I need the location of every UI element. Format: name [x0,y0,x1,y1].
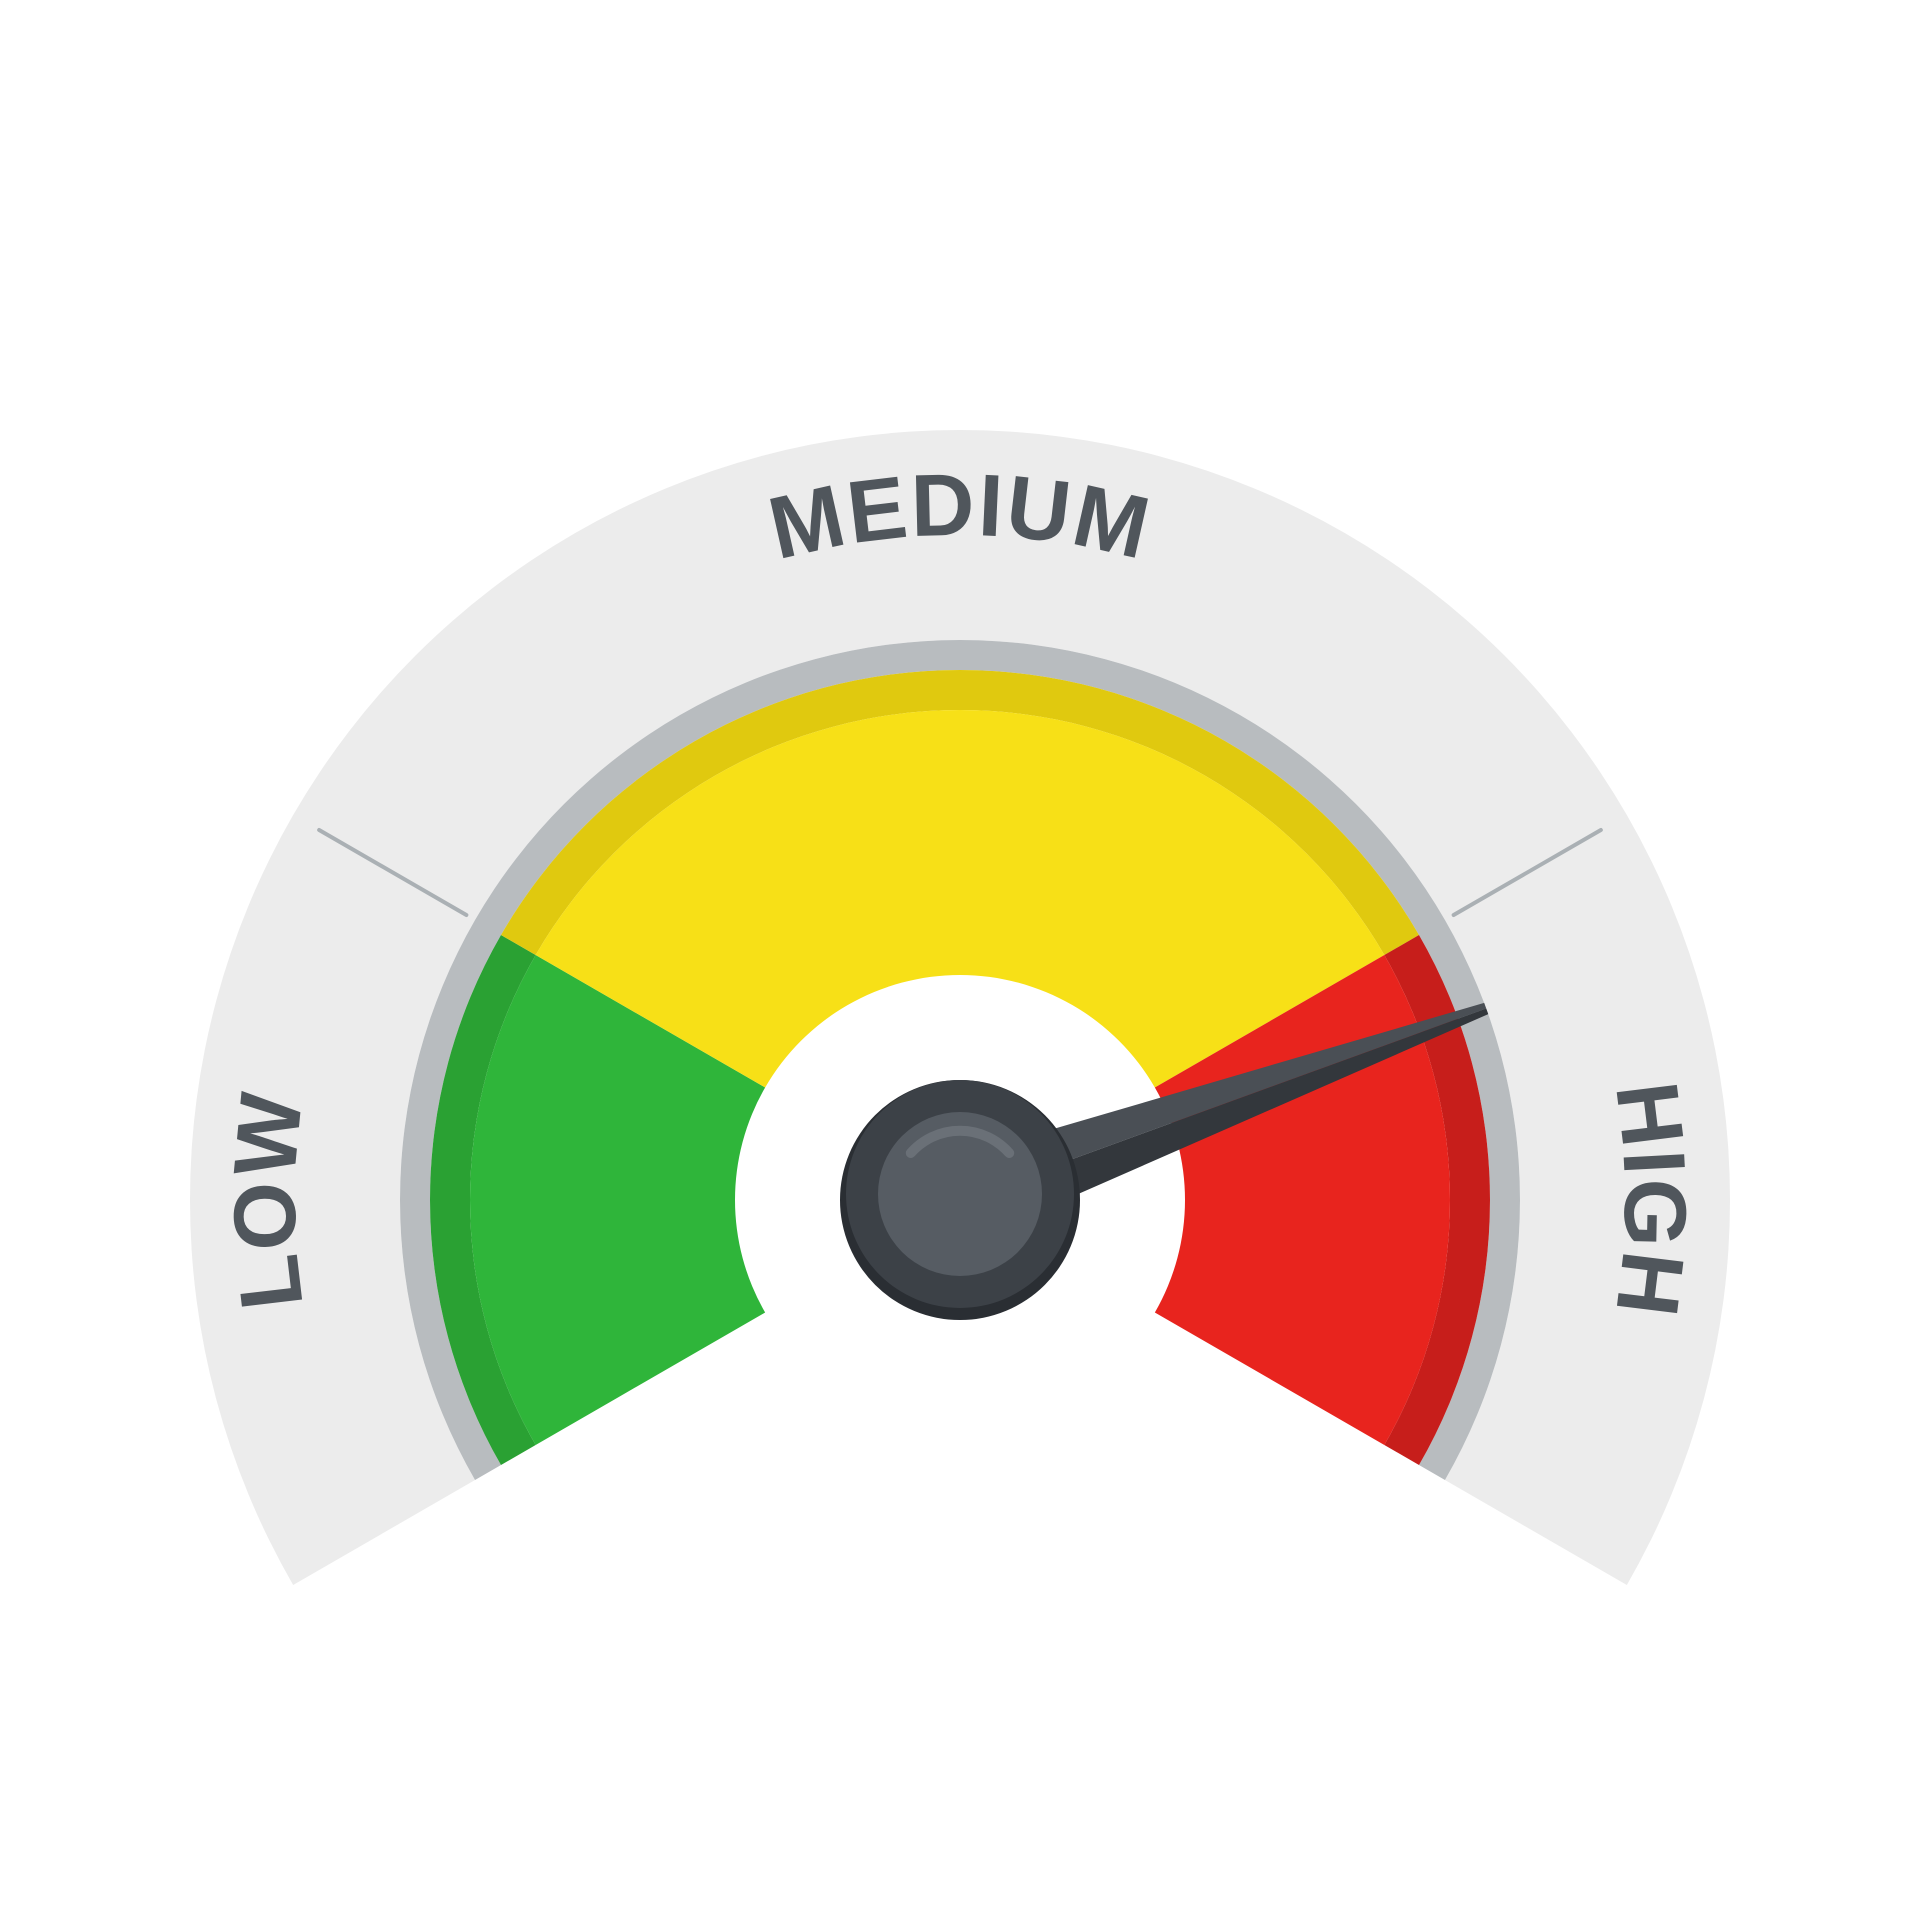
gauge-label-high: HIGH [1597,1077,1705,1324]
gauge-label-low: LOW [214,1087,321,1315]
gauge-outer-ring [190,430,1730,1585]
gauge-stage: LOWMEDIUMHIGH [0,0,1920,1920]
gauge-hub-top [878,1112,1042,1276]
gauge-meter: LOWMEDIUMHIGH [0,0,1920,1920]
